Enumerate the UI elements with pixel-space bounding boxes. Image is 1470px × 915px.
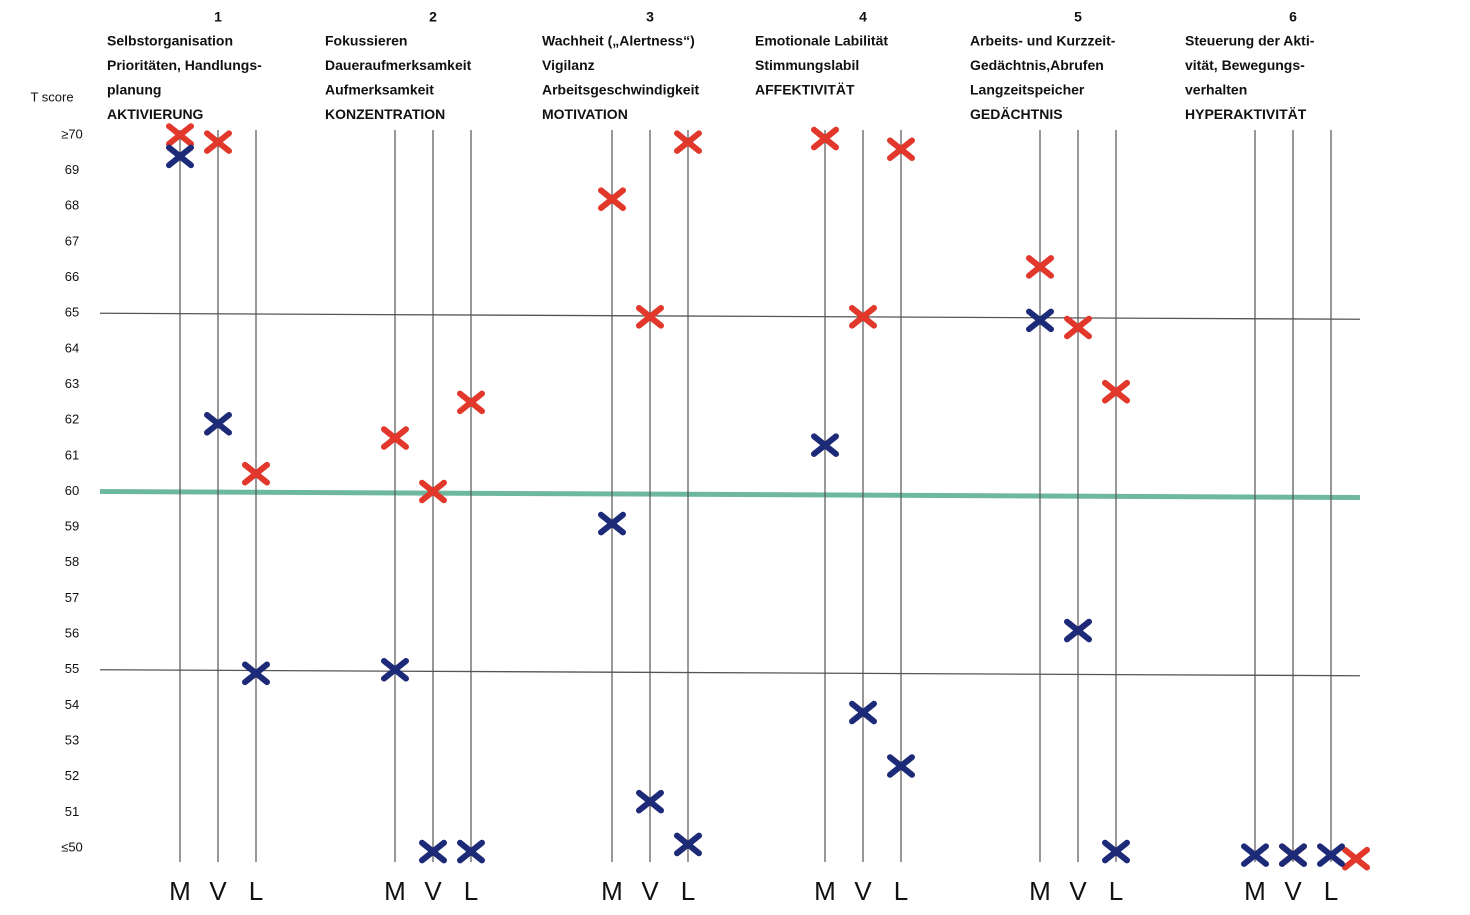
group-text: AKTIVIERUNG bbox=[107, 106, 204, 122]
group-text: Stimmungslabil bbox=[755, 57, 859, 73]
group-number: 2 bbox=[429, 9, 437, 25]
y-tick-label: 55 bbox=[65, 661, 79, 676]
x-tick-label: M bbox=[814, 876, 836, 906]
y-tick-label: ≤50 bbox=[61, 839, 83, 854]
x-tick-label: L bbox=[249, 876, 263, 906]
reference-line bbox=[100, 492, 1360, 498]
group-number: 1 bbox=[214, 9, 222, 25]
group-number: 5 bbox=[1074, 9, 1082, 25]
y-tick-label: 68 bbox=[65, 198, 79, 213]
x-tick-label: V bbox=[209, 876, 227, 906]
y-tick-label: ≥70 bbox=[61, 126, 83, 141]
x-tick-label: M bbox=[601, 876, 623, 906]
y-tick-label: 61 bbox=[65, 447, 79, 462]
x-tick-label: V bbox=[424, 876, 442, 906]
group-text: Gedächtnis,Abrufen bbox=[970, 57, 1104, 73]
group-text: Vigilanz bbox=[542, 57, 595, 73]
group-number: 6 bbox=[1289, 9, 1297, 25]
y-tick-label: 60 bbox=[65, 483, 79, 498]
group-number: 4 bbox=[859, 9, 867, 25]
y-tick-label: 66 bbox=[65, 269, 79, 284]
y-tick-label: 56 bbox=[65, 626, 79, 641]
y-tick-label: 59 bbox=[65, 519, 79, 534]
y-tick-label: 52 bbox=[65, 768, 79, 783]
group-text: planung bbox=[107, 82, 161, 98]
y-tick-label: 67 bbox=[65, 233, 79, 248]
x-tick-label: L bbox=[464, 876, 478, 906]
x-tick-label: L bbox=[1109, 876, 1123, 906]
y-tick-label: 65 bbox=[65, 305, 79, 320]
group-text: verhalten bbox=[1185, 82, 1247, 98]
x-tick-label: V bbox=[641, 876, 659, 906]
x-tick-label: V bbox=[854, 876, 872, 906]
group-number: 3 bbox=[646, 9, 654, 25]
y-tick-label: 64 bbox=[65, 340, 79, 355]
group-text: Fokussieren bbox=[325, 33, 407, 49]
x-tick-label: V bbox=[1284, 876, 1302, 906]
group-text: KONZENTRATION bbox=[325, 106, 445, 122]
group-text: HYPERAKTIVITÄT bbox=[1185, 106, 1307, 122]
y-tick-label: 53 bbox=[65, 732, 79, 747]
y-tick-label: 69 bbox=[65, 162, 79, 177]
reference-line bbox=[100, 313, 1360, 319]
y-tick-label: 62 bbox=[65, 412, 79, 427]
group-text: Selbstorganisation bbox=[107, 33, 233, 49]
group-text: Arbeits- und Kurzzeit- bbox=[970, 33, 1116, 49]
x-tick-label: M bbox=[1244, 876, 1266, 906]
x-tick-label: M bbox=[1029, 876, 1051, 906]
x-tick-label: M bbox=[384, 876, 406, 906]
chart: T score ≤5051525354555657585960616263646… bbox=[0, 0, 1470, 915]
group-text: Langzeitspeicher bbox=[970, 82, 1085, 98]
x-tick-label: L bbox=[1324, 876, 1338, 906]
x-tick-label: M bbox=[169, 876, 191, 906]
group-text: GEDÄCHTNIS bbox=[970, 106, 1063, 122]
cross-mark bbox=[1345, 850, 1367, 868]
group-text: MOTIVATION bbox=[542, 106, 628, 122]
group-text: Aufmerksamkeit bbox=[325, 82, 434, 98]
group-text: Prioritäten, Handlungs- bbox=[107, 57, 262, 73]
x-tick-label: V bbox=[1069, 876, 1087, 906]
group-text: vität, Bewegungs- bbox=[1185, 57, 1305, 73]
y-tick-label: 54 bbox=[65, 697, 79, 712]
group-text: Steuerung der Akti- bbox=[1185, 33, 1315, 49]
x-tick-label: L bbox=[681, 876, 695, 906]
group-text: AFFEKTIVITÄT bbox=[755, 82, 855, 98]
y-tick-label: 63 bbox=[65, 376, 79, 391]
y-axis-label: T score bbox=[30, 89, 73, 104]
y-tick-label: 57 bbox=[65, 590, 79, 605]
group-text: Wachheit („Alertness“) bbox=[542, 33, 695, 49]
reference-line bbox=[100, 670, 1360, 676]
x-tick-label: L bbox=[894, 876, 908, 906]
y-tick-label: 51 bbox=[65, 804, 79, 819]
group-text: Arbeitsgeschwindigkeit bbox=[542, 82, 699, 98]
group-text: Daueraufmerksamkeit bbox=[325, 57, 472, 73]
y-tick-label: 58 bbox=[65, 554, 79, 569]
group-text: Emotionale Labilität bbox=[755, 33, 888, 49]
